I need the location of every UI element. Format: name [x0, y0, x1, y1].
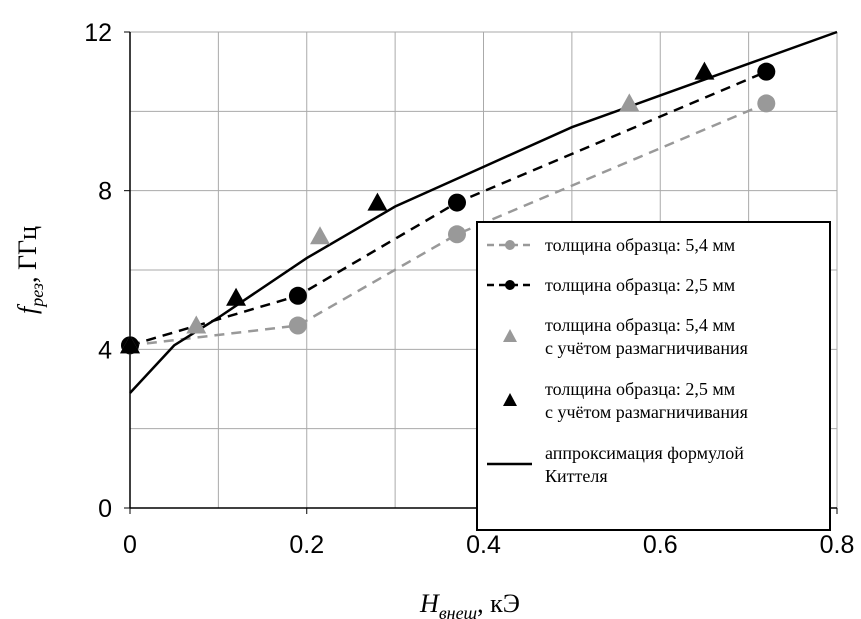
y-tick-label: 0	[98, 495, 112, 523]
point	[367, 192, 388, 211]
point	[757, 62, 776, 81]
legend-symbol	[505, 280, 515, 290]
point	[120, 335, 140, 354]
point	[447, 225, 466, 244]
point	[694, 61, 715, 80]
x-tick-label: 0.6	[643, 531, 678, 559]
legend-label: Киттеля	[545, 466, 608, 486]
legend-symbol	[503, 393, 517, 406]
legend-label: толщина образца: 2,5 мм	[545, 275, 735, 295]
series-line	[129, 102, 767, 347]
y-tick-label: 8	[98, 178, 112, 206]
point	[288, 286, 307, 305]
point	[288, 316, 307, 335]
legend-label: толщина образца: 5,4 мм	[545, 235, 735, 255]
legend-symbol	[505, 240, 515, 250]
label-subscript: рез	[27, 283, 47, 309]
x-tick-label: 0.2	[289, 531, 324, 559]
label-symbol: H	[419, 589, 440, 618]
y-tick-label: 12	[84, 19, 112, 47]
x-axis-label: Hвнеш, кЭ	[419, 589, 520, 619]
legend-label: толщина образца: 2,5 мм	[545, 379, 735, 399]
plot	[120, 30, 838, 394]
legend-label: с учётом размагничивания	[545, 402, 748, 422]
label-unit: , кЭ	[477, 589, 520, 618]
x-tick-label: 0.4	[466, 531, 501, 559]
legend-label: аппроксимация формулой	[545, 443, 744, 463]
label-unit: , ГГц	[13, 226, 42, 283]
point	[186, 315, 207, 334]
label-symbol: f	[13, 303, 42, 314]
legend-label: толщина образца: 5,4 мм	[545, 315, 735, 335]
legend-symbol	[503, 329, 517, 342]
y-tick-label: 4	[98, 336, 112, 364]
point	[757, 94, 776, 113]
point	[619, 93, 640, 112]
legend-label: с учётом размагничивания	[545, 338, 748, 358]
point	[310, 226, 331, 245]
legend: толщина образца: 5,4 мм толщина образца: …	[487, 235, 748, 486]
label-subscript: внеш	[439, 603, 477, 619]
point	[447, 193, 466, 212]
point	[226, 287, 247, 306]
x-tick-label: 0.8	[820, 531, 855, 559]
y-axis-label: fрез, ГГц	[13, 226, 47, 314]
legend-box	[476, 221, 831, 531]
x-tick-label: 0	[123, 531, 137, 559]
